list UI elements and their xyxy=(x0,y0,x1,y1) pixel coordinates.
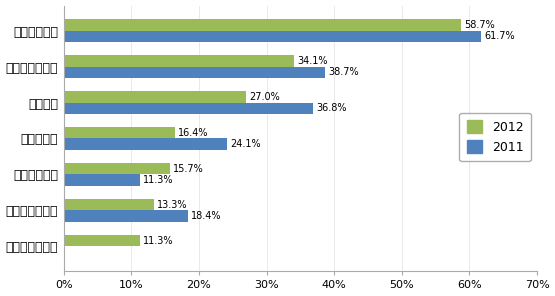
Bar xyxy=(64,19,461,31)
Bar xyxy=(64,210,188,222)
Bar xyxy=(64,199,154,210)
Bar xyxy=(64,127,174,139)
Text: 36.8%: 36.8% xyxy=(316,103,346,113)
Bar xyxy=(64,235,140,246)
Text: 11.3%: 11.3% xyxy=(143,236,174,245)
Bar xyxy=(64,139,226,150)
Bar xyxy=(64,174,140,186)
Text: 16.4%: 16.4% xyxy=(178,128,209,138)
Text: 15.7%: 15.7% xyxy=(173,164,204,174)
Text: 61.7%: 61.7% xyxy=(485,31,515,41)
Text: 27.0%: 27.0% xyxy=(250,92,280,102)
Text: 18.4%: 18.4% xyxy=(191,211,222,221)
Bar xyxy=(64,102,312,114)
Bar xyxy=(64,31,481,42)
Bar xyxy=(64,55,294,67)
Bar xyxy=(64,67,325,78)
Text: 34.1%: 34.1% xyxy=(297,56,328,66)
Text: 24.1%: 24.1% xyxy=(230,139,261,149)
Text: 11.3%: 11.3% xyxy=(143,175,174,185)
Text: 58.7%: 58.7% xyxy=(464,20,495,30)
Bar xyxy=(64,163,170,174)
Bar xyxy=(64,91,246,102)
Text: 38.7%: 38.7% xyxy=(329,67,360,77)
Text: 13.3%: 13.3% xyxy=(157,200,188,210)
Legend: 2012, 2011: 2012, 2011 xyxy=(459,113,531,161)
